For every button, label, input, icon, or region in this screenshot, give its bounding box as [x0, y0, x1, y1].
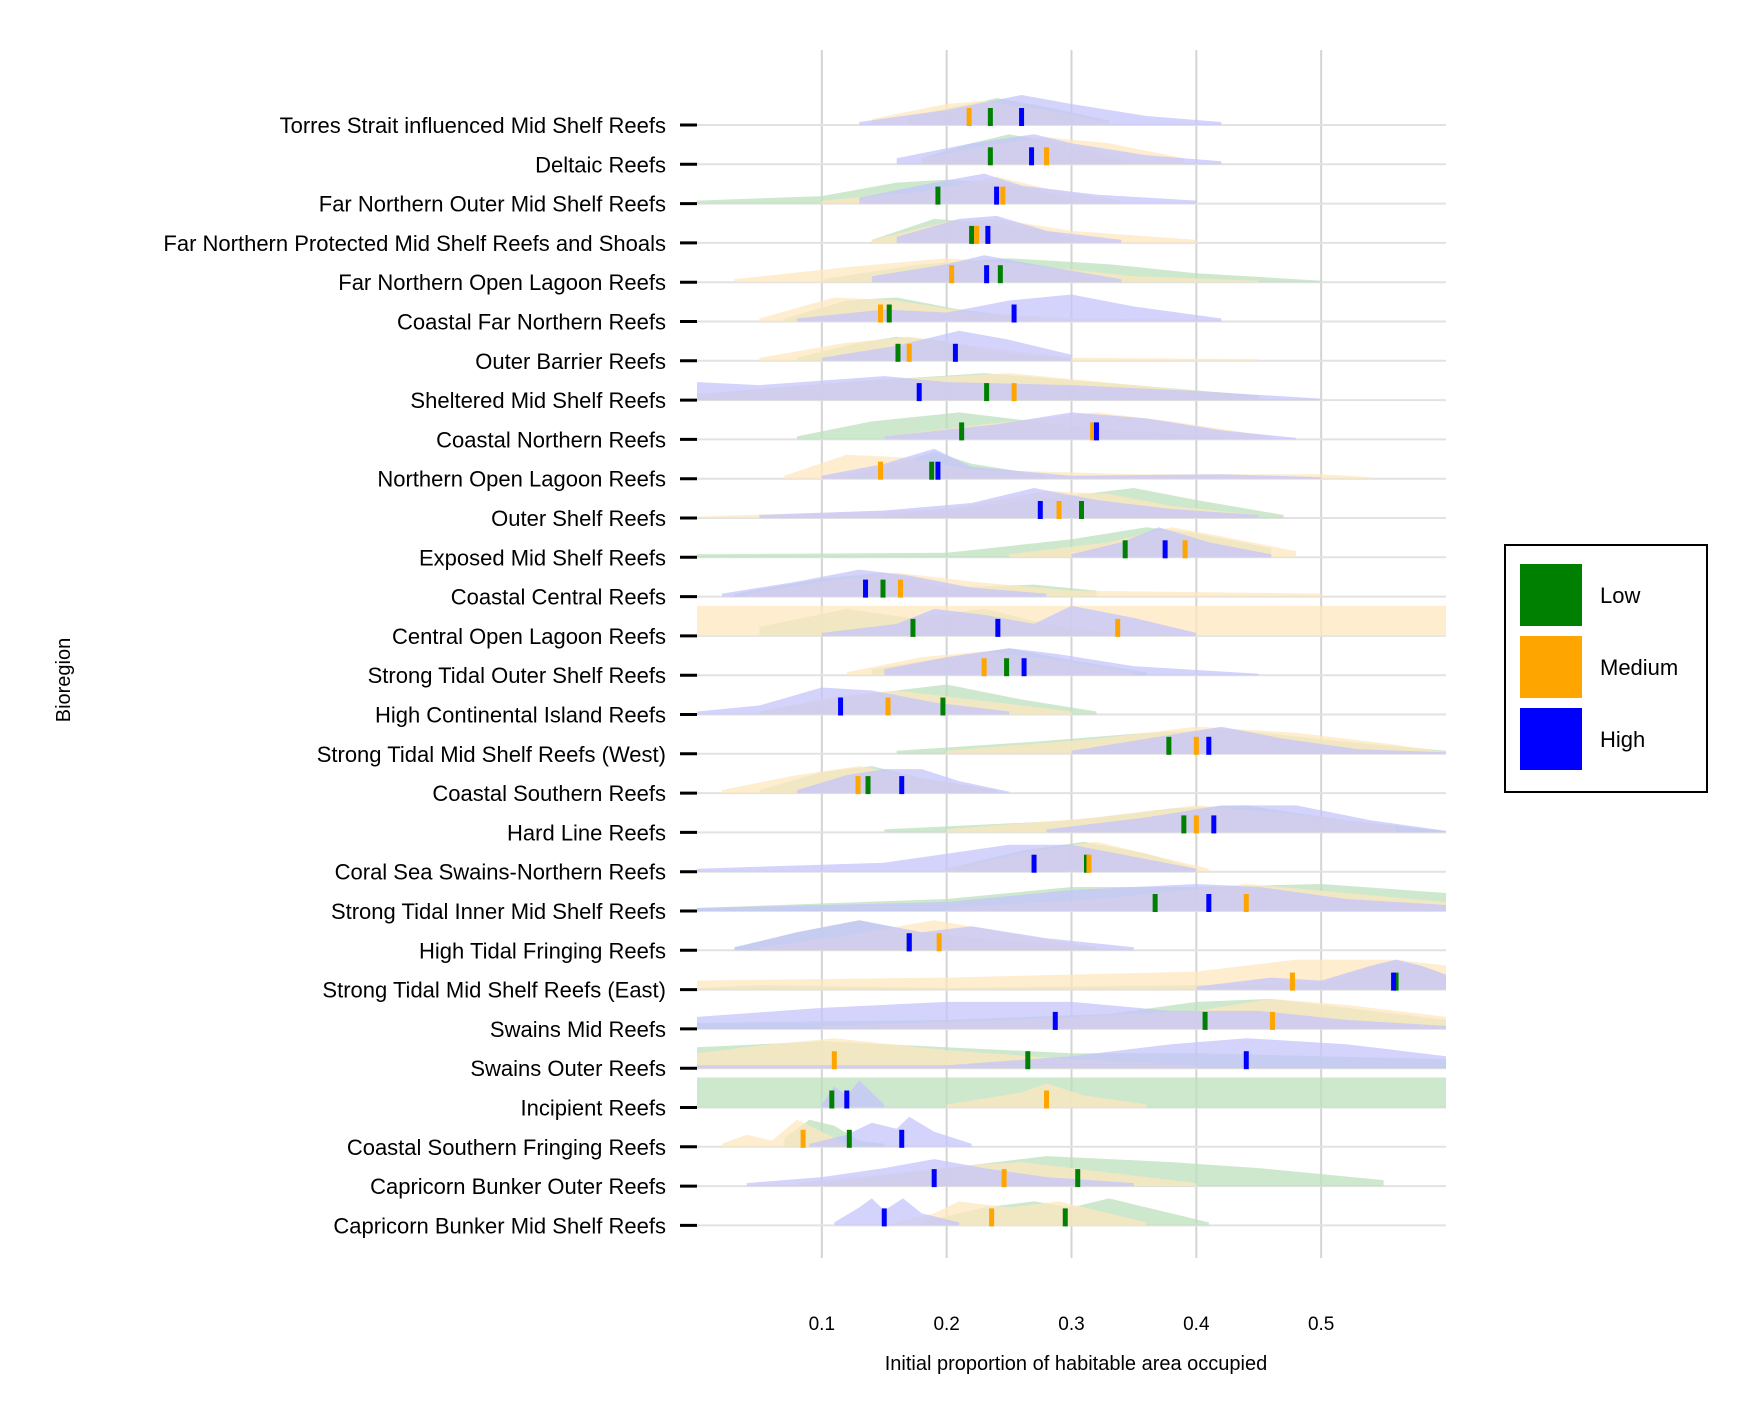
- x-axis-ticks: 0.1 0.2 0.3 0.4 0.5: [809, 1314, 1335, 1335]
- category-label: Strong Tidal Inner Mid Shelf Reefs: [331, 899, 666, 924]
- legend: Low Medium High: [1504, 544, 1708, 793]
- category-label: Far Northern Open Lagoon Reefs: [338, 270, 666, 295]
- category-label: Central Open Lagoon Reefs: [392, 624, 666, 649]
- density-ridge-high: [697, 1038, 1446, 1069]
- density-ridge-high: [759, 488, 1259, 518]
- category-label: High Tidal Fringing Reefs: [419, 938, 666, 963]
- legend-label: Medium: [1600, 655, 1678, 680]
- density-ridge-high: [734, 920, 1134, 951]
- legend-swatch: [1520, 636, 1582, 698]
- category-label: Swains Outer Reefs: [470, 1056, 666, 1081]
- x-axis-title: Initial proportion of habitable area occ…: [885, 1353, 1267, 1375]
- category-label: Outer Shelf Reefs: [491, 506, 666, 531]
- legend-label: High: [1600, 727, 1645, 752]
- category-label: Torres Strait influenced Mid Shelf Reefs: [280, 113, 666, 138]
- category-label: Coastal Southern Fringing Reefs: [347, 1135, 666, 1160]
- density-ridge-high: [821, 1080, 885, 1108]
- category-label: Sheltered Mid Shelf Reefs: [410, 388, 666, 413]
- density-ridge-high: [746, 1159, 1134, 1187]
- density-ridge-high: [697, 376, 1322, 401]
- category-label: Hard Line Reefs: [507, 820, 666, 845]
- density-ridge-high: [871, 255, 1122, 283]
- category-label: Strong Tidal Mid Shelf Reefs (East): [322, 978, 666, 1003]
- category-label: Coral Sea Swains-Northern Reefs: [335, 860, 666, 885]
- density-ridge-high: [884, 648, 1259, 676]
- x-tick-label: 0.5: [1308, 1314, 1334, 1335]
- category-label: Swains Mid Reefs: [490, 1017, 666, 1042]
- density-ridge-high: [859, 95, 1222, 125]
- density-ridge-high: [697, 844, 1197, 872]
- category-label: Far Northern Outer Mid Shelf Reefs: [319, 192, 666, 217]
- category-label: Far Northern Protected Mid Shelf Reefs a…: [163, 231, 666, 256]
- density-ridge-high: [697, 1001, 1446, 1029]
- category-label: Strong Tidal Outer Shelf Reefs: [368, 663, 666, 688]
- category-label: Deltaic Reefs: [535, 152, 666, 177]
- density-ridge-high: [834, 1198, 960, 1226]
- category-label: High Continental Island Reefs: [375, 703, 666, 728]
- density-ridge-high: [896, 215, 1122, 243]
- legend-label: Low: [1600, 583, 1640, 608]
- category-label: Coastal Southern Reefs: [432, 781, 666, 806]
- density-ridge-high: [821, 330, 1072, 361]
- density-ridge-high: [896, 134, 1222, 165]
- density-ridge-high: [697, 687, 1010, 715]
- legend-swatch: [1520, 564, 1582, 626]
- density-ridge-high: [1071, 726, 1446, 754]
- category-label: Outer Barrier Reefs: [475, 349, 666, 374]
- category-label: Incipient Reefs: [520, 1096, 666, 1121]
- category-label: Capricorn Bunker Outer Reefs: [370, 1174, 666, 1199]
- y-axis-title: Bioregion: [53, 638, 75, 723]
- category-labels: Torres Strait influenced Mid Shelf Reefs…: [163, 113, 697, 1238]
- density-ridges: [697, 95, 1446, 1226]
- x-tick-label: 0.2: [933, 1314, 959, 1335]
- density-ridge-high: [697, 884, 1446, 911]
- category-label: Exposed Mid Shelf Reefs: [419, 545, 666, 570]
- density-ridge-high: [859, 173, 1197, 204]
- legend-swatch: [1520, 708, 1582, 770]
- x-tick-label: 0.4: [1183, 1314, 1210, 1335]
- category-label: Northern Open Lagoon Reefs: [377, 467, 666, 492]
- density-ridge-high: [796, 294, 1222, 322]
- category-label: Coastal Far Northern Reefs: [397, 310, 666, 335]
- x-tick-label: 0.3: [1058, 1314, 1084, 1335]
- category-label: Capricorn Bunker Mid Shelf Reefs: [333, 1213, 666, 1238]
- category-label: Coastal Northern Reefs: [436, 427, 666, 452]
- density-ridge-medium: [722, 1119, 847, 1147]
- median-markers: [800, 108, 1399, 1227]
- category-label: Coastal Central Reefs: [451, 585, 666, 610]
- density-ridge-high: [821, 448, 1322, 479]
- density-ridge-high: [1071, 527, 1272, 558]
- density-ridge-medium: [896, 1201, 1147, 1226]
- category-label: Strong Tidal Mid Shelf Reefs (West): [317, 742, 666, 767]
- density-ridge-high: [1196, 959, 1446, 990]
- x-tick-label: 0.1: [809, 1314, 835, 1335]
- density-ridge-high: [1046, 805, 1446, 833]
